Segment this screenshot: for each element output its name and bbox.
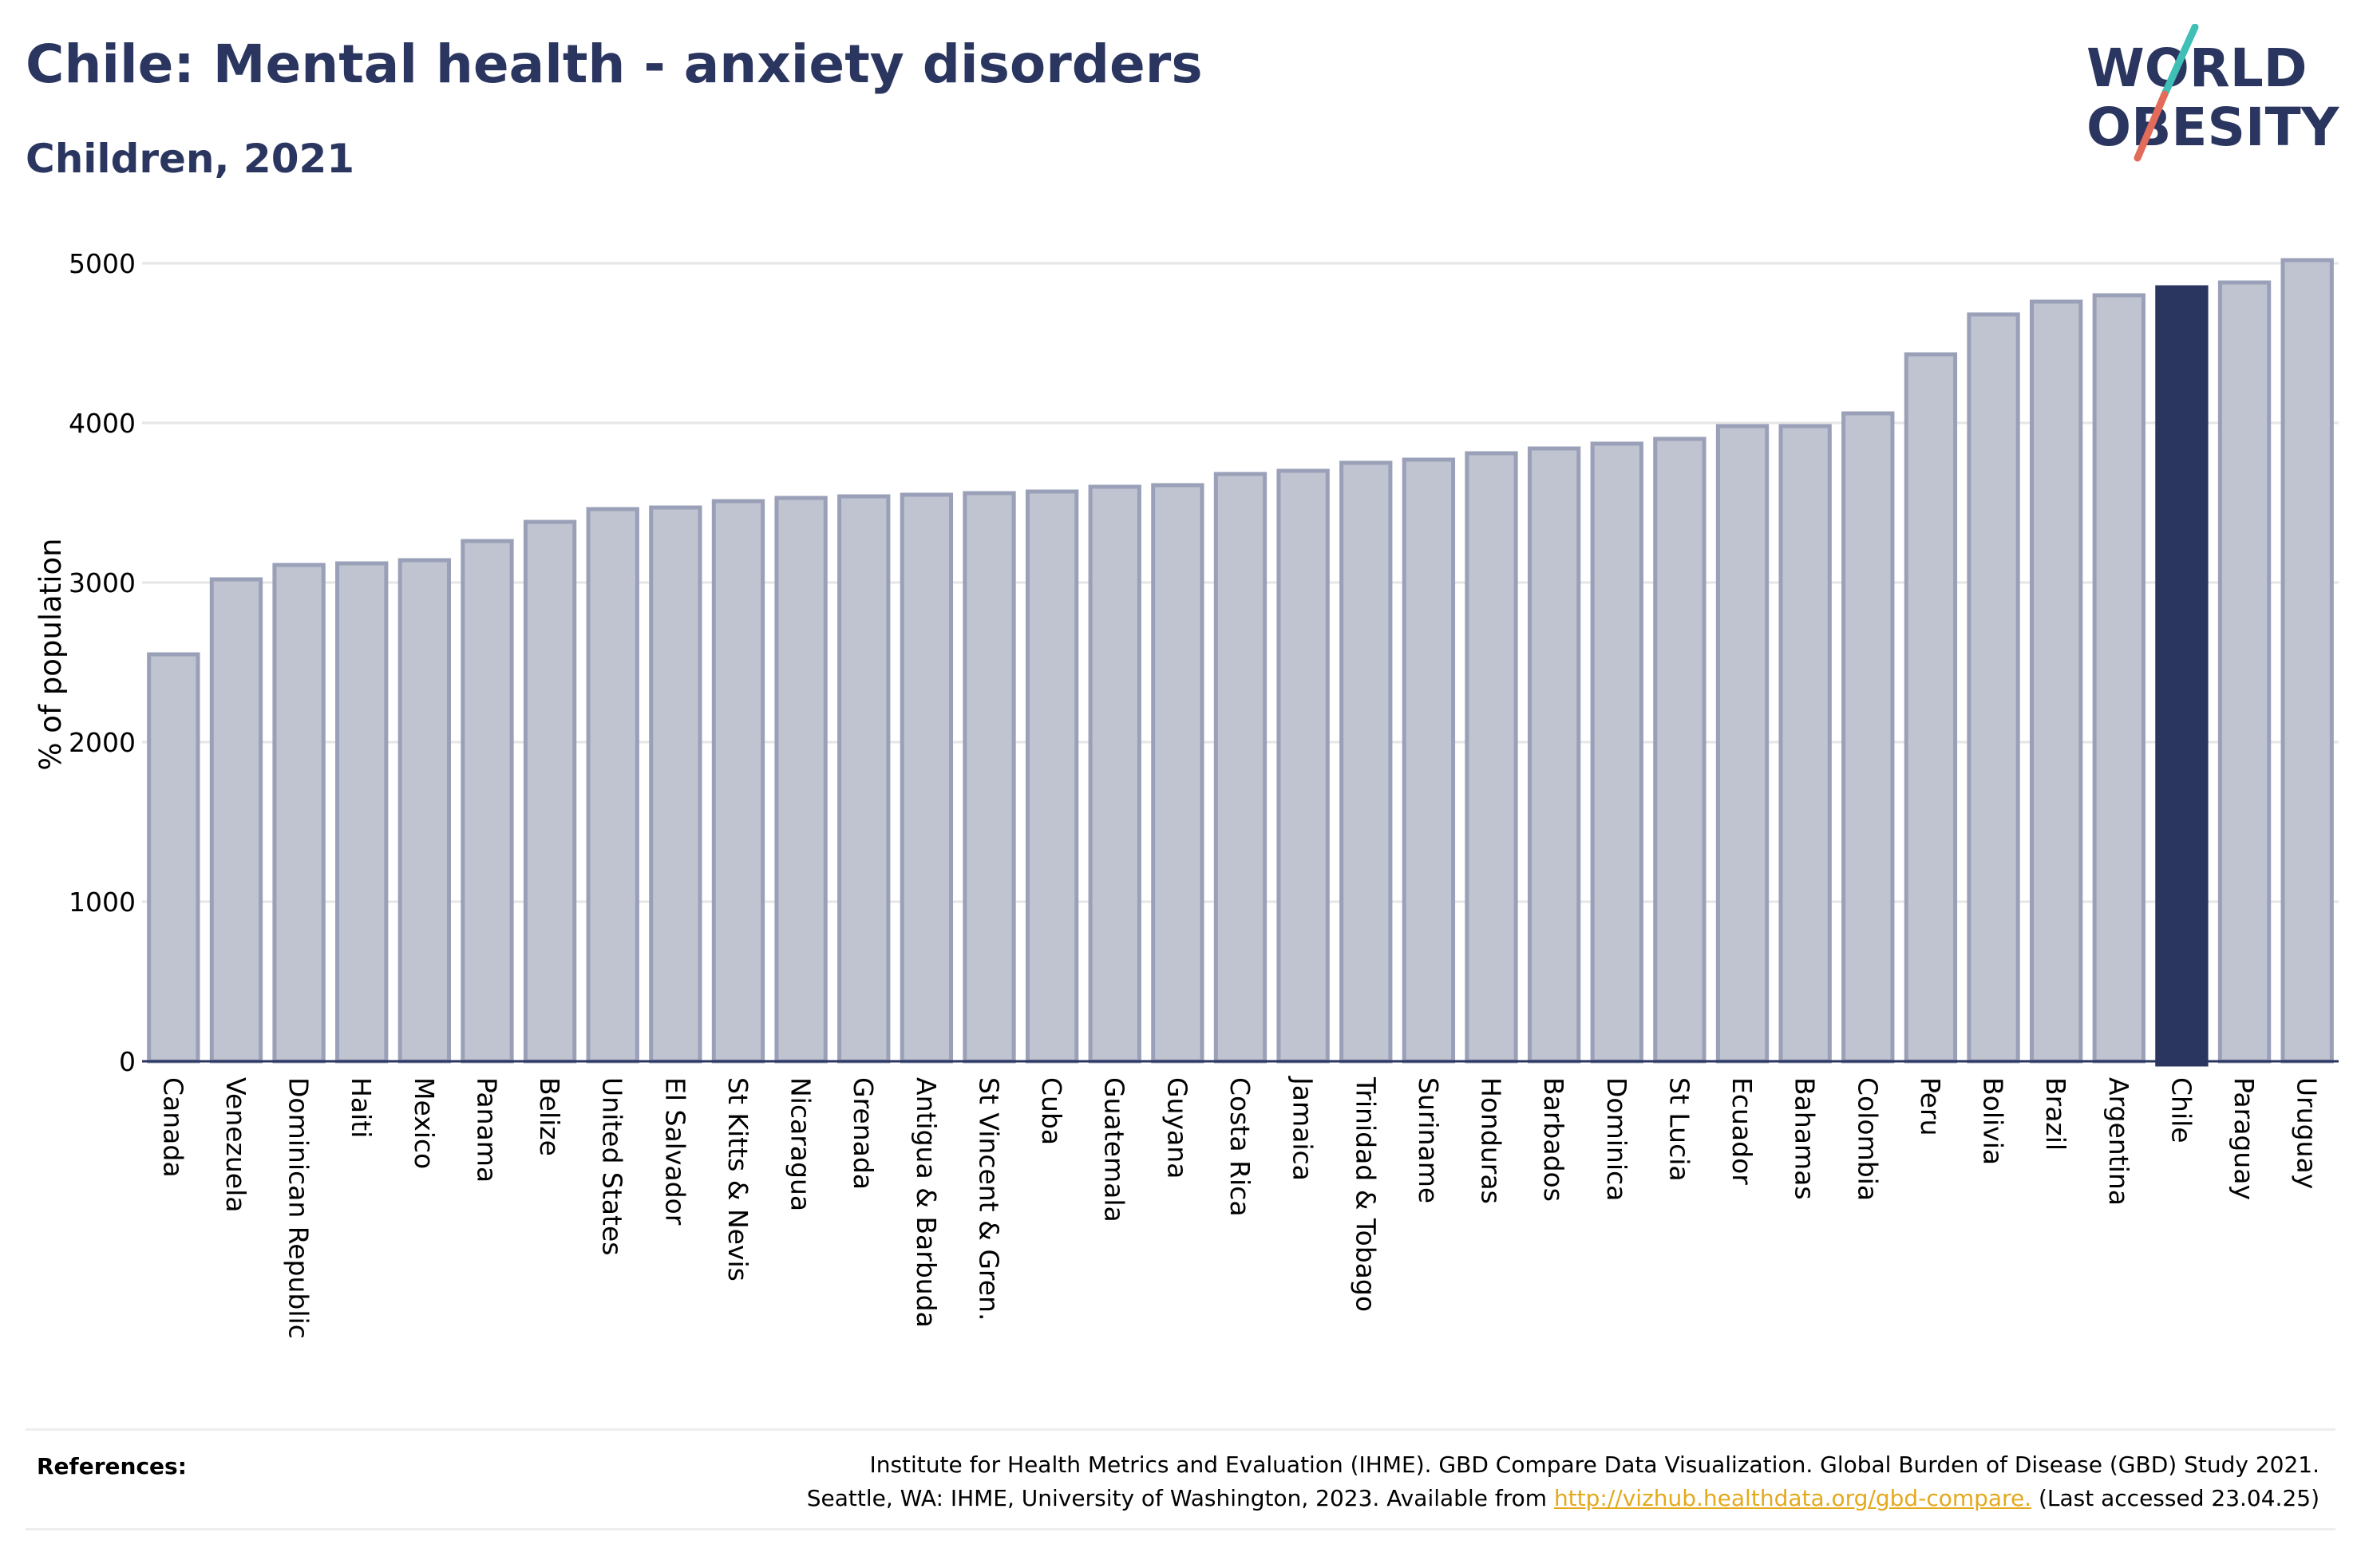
- bar-uruguay: [2280, 258, 2334, 1064]
- bar-haiti: [335, 561, 389, 1064]
- references-box: References: Institute for Health Metrics…: [26, 1428, 2335, 1530]
- bar-ecuador: [1715, 424, 1770, 1064]
- bar-guyana: [1151, 483, 1204, 1064]
- bar-colombia: [1841, 411, 1895, 1064]
- x-tick-label: El Salvador: [659, 1077, 690, 1226]
- bar-panama: [461, 539, 514, 1064]
- bar-cuba: [1025, 489, 1079, 1064]
- x-tick-label: Paraguay: [2229, 1077, 2260, 1200]
- x-tick-label: Barbados: [1538, 1077, 1569, 1202]
- bar-brazil: [2030, 299, 2083, 1064]
- logo-line-2: OBESITY: [2086, 97, 2340, 158]
- x-tick-label: Argentina: [2103, 1077, 2134, 1206]
- x-tick-label: Canada: [157, 1077, 188, 1178]
- x-tick-label: Cuba: [1036, 1077, 1067, 1145]
- bar-belize: [523, 519, 577, 1064]
- x-tick-label: Honduras: [1476, 1077, 1507, 1204]
- x-tick-label: Mexico: [409, 1077, 440, 1169]
- x-tick-label: St Vincent & Gren.: [973, 1077, 1004, 1321]
- bar-bahamas: [1778, 424, 1832, 1064]
- x-tick-label: Suriname: [1413, 1077, 1444, 1203]
- bars: [147, 258, 2334, 1067]
- bar-st-kitts-nevis: [711, 499, 765, 1064]
- bar-paraguay: [2217, 280, 2272, 1064]
- bar-grenada: [837, 494, 891, 1064]
- logo-slash-teal: [2161, 24, 2199, 98]
- y-tick-labels: 0 1000 2000 3000 4000 5000: [69, 248, 136, 1077]
- bar-mexico: [397, 558, 451, 1064]
- bar-canada: [147, 652, 200, 1064]
- x-tick-label: Dominican Republic: [283, 1077, 314, 1339]
- x-tick-label: Antigua & Barbuda: [911, 1077, 942, 1328]
- references-label: References:: [37, 1453, 187, 1479]
- logo-slash-coral: [2134, 90, 2169, 162]
- bar-costa-rica: [1213, 472, 1268, 1064]
- x-tick-label: Brazil: [2040, 1077, 2071, 1151]
- bar-argentina: [2092, 293, 2145, 1064]
- x-tick-label: Guatemala: [1099, 1077, 1130, 1222]
- references-line-1: Institute for Health Metrics and Evaluat…: [869, 1451, 2319, 1478]
- y-tick-label: 4000: [69, 408, 136, 439]
- x-tick-label: Grenada: [848, 1077, 879, 1190]
- x-tick-label: Dominica: [1601, 1077, 1632, 1201]
- y-tick-label: 0: [119, 1046, 136, 1077]
- world-obesity-logo: WORLD OBESITY: [2086, 24, 2340, 162]
- y-axis-label: % of population: [34, 538, 68, 770]
- x-tick-label: Costa Rica: [1224, 1077, 1256, 1217]
- logo-line-1: WORLD: [2086, 38, 2308, 99]
- bar-chile: [2155, 285, 2209, 1067]
- bar-jamaica: [1276, 468, 1330, 1064]
- bar-st-lucia: [1653, 436, 1706, 1064]
- y-tick-label: 1000: [69, 887, 136, 918]
- y-tick-label: 3000: [69, 567, 136, 598]
- bar-venezuela: [209, 577, 263, 1064]
- x-tick-label: Bolivia: [1978, 1077, 2009, 1165]
- x-tick-label: Jamaica: [1287, 1076, 1319, 1181]
- bar-dominica: [1590, 441, 1643, 1064]
- x-tick-label: Haiti: [346, 1077, 377, 1138]
- bar-peru: [1904, 352, 1958, 1064]
- bar-st-vincent-gren-: [963, 491, 1016, 1064]
- x-tick-label: St Lucia: [1663, 1077, 1695, 1182]
- x-tick-label: Uruguay: [2292, 1077, 2323, 1189]
- y-tick-label: 5000: [69, 248, 136, 279]
- bar-honduras: [1465, 451, 1518, 1064]
- x-tick-label: Ecuador: [1726, 1077, 1758, 1185]
- x-tick-label: Nicaragua: [785, 1077, 817, 1211]
- x-tick-label: Trinidad & Tobago: [1350, 1076, 1381, 1312]
- chart-subtitle: Children, 2021: [26, 136, 355, 182]
- bar-el-salvador: [649, 505, 702, 1064]
- bar-trinidad-tobago: [1339, 460, 1393, 1064]
- x-tick-label: Panama: [471, 1077, 502, 1183]
- bar-chart: 0 1000 2000 3000 4000 5000 Canada Venezuela Dom…: [34, 248, 2339, 1339]
- bar-nicaragua: [774, 496, 828, 1064]
- x-tick-label: Venezuela: [220, 1077, 251, 1212]
- bar-guatemala: [1088, 484, 1141, 1064]
- bar-barbados: [1527, 446, 1581, 1064]
- references-line-2-suffix: (Last accessed 23.04.25): [2038, 1485, 2319, 1511]
- references-line-2-prefix: Seattle, WA: IHME, University of Washing…: [806, 1485, 1548, 1511]
- x-tick-labels: Canada Venezuela Dominican Republic Haiti Me…: [157, 1076, 2322, 1339]
- bar-antigua-barbuda: [900, 492, 954, 1064]
- references-text: Institute for Health Metrics and Evaluat…: [807, 1448, 2319, 1515]
- x-tick-label: Bahamas: [1790, 1077, 1821, 1200]
- bar-suriname: [1402, 457, 1456, 1064]
- x-tick-label: Belize: [534, 1077, 565, 1156]
- x-tick-label: Chile: [2165, 1077, 2197, 1143]
- bar-dominican-republic: [272, 563, 326, 1064]
- x-tick-label: St Kitts & Nevis: [722, 1077, 753, 1282]
- x-tick-label: United States: [597, 1077, 628, 1255]
- bar-bolivia: [1967, 312, 2020, 1064]
- x-tick-label: Guyana: [1161, 1077, 1192, 1179]
- y-tick-label: 2000: [69, 727, 136, 758]
- references-line-2: Seattle, WA: IHME, University of Washing…: [807, 1482, 2319, 1515]
- bar-united-states: [586, 507, 639, 1064]
- x-tick-label: Colombia: [1852, 1077, 1883, 1201]
- chart-title: Chile: Mental health - anxiety disorders: [26, 34, 1203, 95]
- x-tick-label: Peru: [1915, 1077, 1946, 1136]
- references-link[interactable]: http://vizhub.healthdata.org/gbd-compare…: [1553, 1485, 2032, 1511]
